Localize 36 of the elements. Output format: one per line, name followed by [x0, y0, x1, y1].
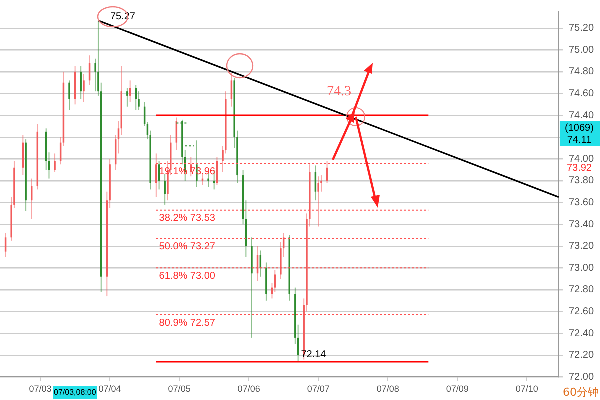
y-tick-label: 72.20	[568, 350, 594, 362]
y-tick-label: 73.40	[568, 219, 594, 230]
y-tick-label: 72.40	[568, 328, 594, 340]
y-tick-label: 72.80	[568, 284, 594, 296]
y-tick-label: 72.60	[568, 306, 594, 318]
x-tick-label: 07/05	[168, 384, 191, 394]
y-tick-label: 73.00	[568, 262, 594, 274]
y-tick-label: 73.60	[568, 198, 594, 209]
annotation: 38.2% 73.53	[159, 213, 216, 224]
y-tick-label: 74.60	[568, 88, 594, 100]
text: (1069)	[565, 122, 594, 134]
annotation: 61.8% 73.00	[159, 270, 216, 282]
annotation: 50.0% 73.27	[159, 242, 216, 252]
x-tick-label: 07/09	[446, 384, 469, 394]
y-tick-label: 73.80	[568, 176, 594, 187]
text: 74.11	[567, 134, 592, 146]
x-tick-label: 07/06	[238, 384, 260, 394]
y-tick-label: 74.00	[568, 154, 594, 165]
y-tick-label: 74.40	[568, 110, 594, 122]
y-tick-label: 72.00	[568, 372, 594, 383]
annotation: 75.27	[110, 11, 136, 22]
x-tick-label: 07/10	[516, 384, 538, 394]
x-tick-label: 07/07	[307, 384, 330, 394]
text: 60分钟	[563, 386, 599, 399]
text: 07/03,08:00	[54, 388, 97, 398]
y-tick-label: 73.20	[568, 241, 594, 252]
x-tick-label: 07/04	[98, 384, 122, 394]
y-tick-label: 74.80	[568, 66, 594, 78]
annotation: 74.3	[327, 84, 352, 100]
annotation: 80.9% 72.57	[159, 318, 216, 329]
x-tick-label: 07/03	[29, 384, 52, 394]
y-tick-label: 75.00	[568, 44, 594, 56]
y-tick-label: 75.20	[568, 23, 594, 34]
x-tick-label: 07/08	[376, 384, 400, 394]
text: 73.92	[566, 162, 592, 174]
annotation: 72.14	[301, 350, 327, 361]
